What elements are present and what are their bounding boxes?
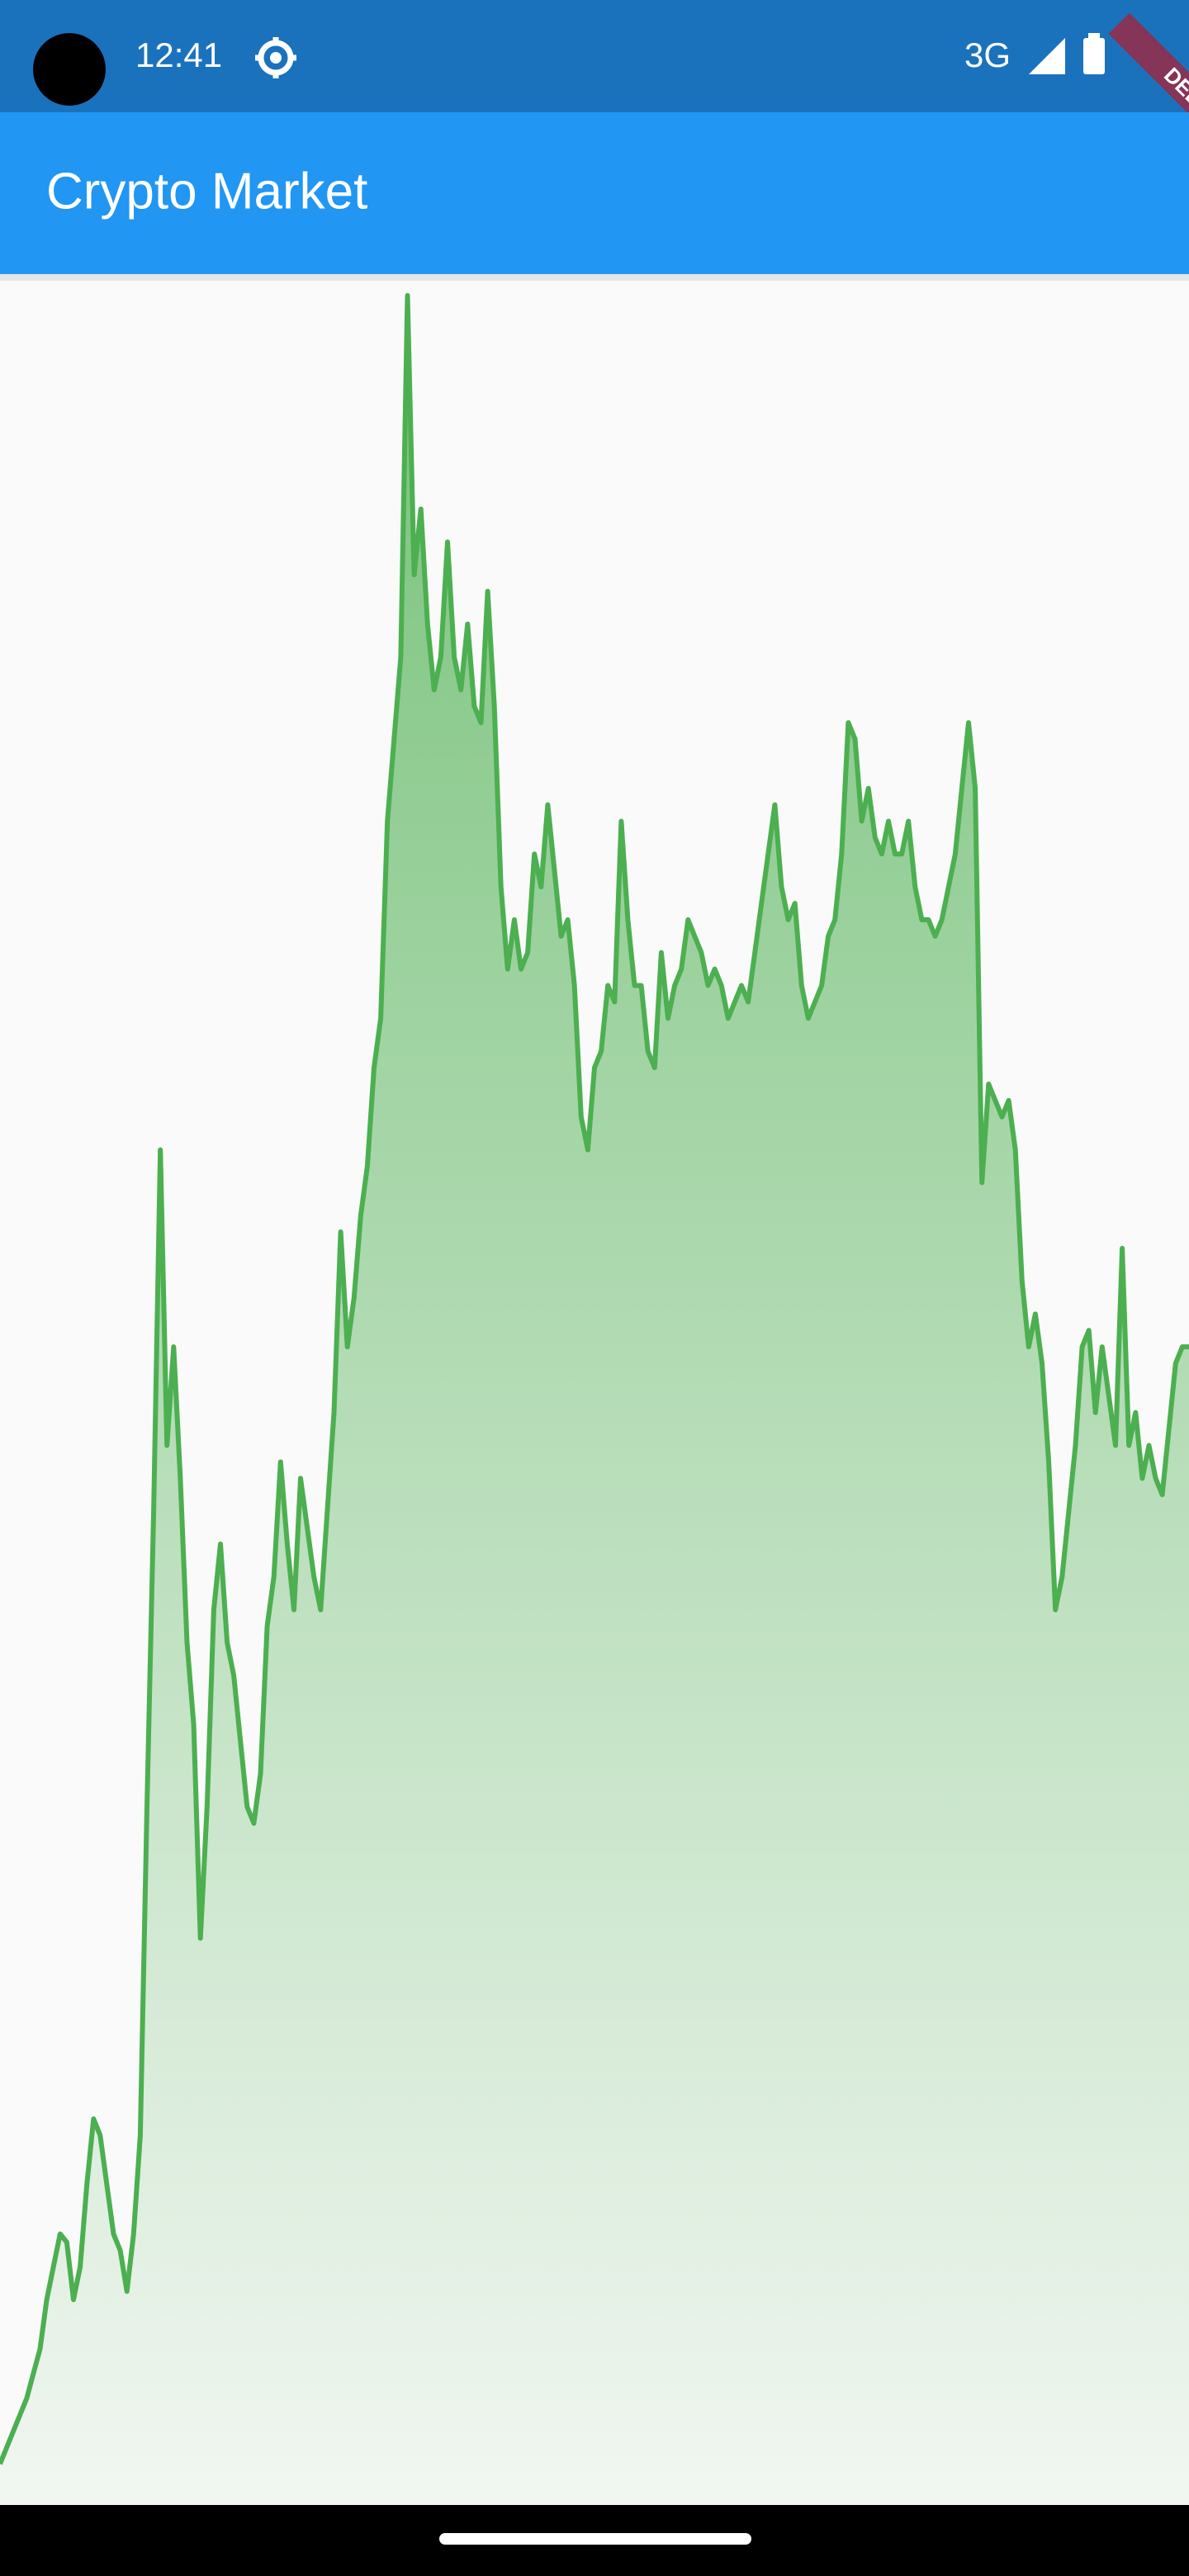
price-line [0,292,1189,2465]
app-title: Crypto Market [46,163,367,220]
chart [0,292,1189,2506]
status-bar [0,0,1189,112]
network-type: 3G [964,36,1011,74]
signal-icon [1029,38,1065,74]
camera-cutout [33,33,106,106]
settings-icon [255,37,296,78]
battery-icon [1083,38,1105,74]
battery-tip [1088,33,1100,40]
status-time: 12:41 [135,36,222,74]
home-indicator [439,2533,751,2545]
app-bar [0,112,1189,274]
app-bar-shadow [0,274,1189,281]
